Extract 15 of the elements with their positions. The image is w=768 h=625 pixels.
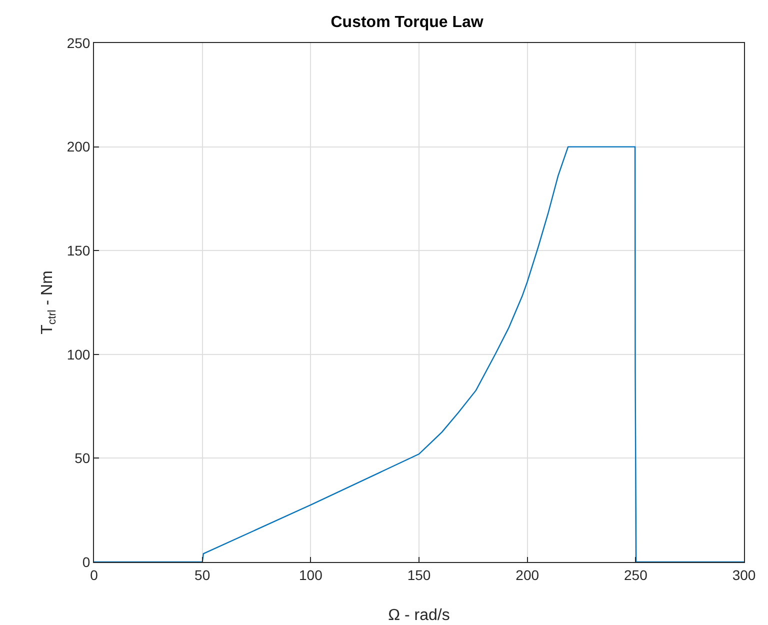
x-tick-label: 100 (298, 566, 323, 583)
line-series (94, 146, 744, 562)
y-tick-label: 100 (66, 346, 90, 362)
chart-title: Custom Torque Law (330, 14, 484, 31)
x-tick-label: 300 (732, 566, 756, 583)
x-tick-label: 150 (407, 566, 431, 583)
y-tick-label: 150 (66, 242, 90, 258)
y-tick-label: 250 (66, 34, 90, 51)
x-tick-label: 200 (516, 566, 540, 583)
y-tick-label: 0 (82, 554, 90, 570)
x-tick-label: 250 (624, 566, 648, 583)
y-tick-label: 200 (66, 138, 90, 155)
x-tick-label: 50 (194, 566, 210, 583)
x-axis-title: Ω - rad/s (388, 607, 450, 624)
y-tick-label: 50 (74, 450, 90, 466)
